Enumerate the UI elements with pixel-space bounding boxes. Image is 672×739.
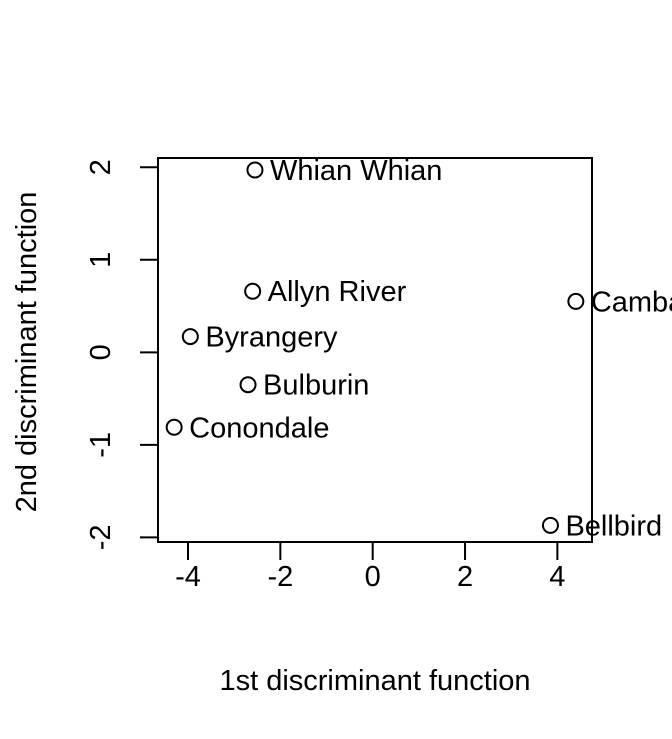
x-axis-label: 1st discriminant function	[219, 665, 530, 697]
point-group: Cambarville	[567, 286, 672, 318]
y-tick-label: -2	[85, 524, 117, 550]
point-group: Allyn River	[244, 276, 407, 308]
y-tick-label: 1	[85, 252, 117, 268]
point-group: Whian Whian	[246, 155, 442, 187]
point-label: Conondale	[189, 412, 329, 444]
x-tick-label: 4	[549, 561, 565, 593]
y-tick-label: 0	[85, 344, 117, 360]
y-tick-label: -1	[85, 432, 117, 458]
point-label: Bellbird	[565, 510, 662, 542]
point-label: Cambarville	[591, 286, 672, 318]
point-group: Bulburin	[239, 370, 369, 402]
point-label: Byrangery	[205, 322, 338, 354]
x-axis: -4 -2 0 2 4	[175, 541, 565, 593]
data-point	[244, 282, 262, 300]
data-point	[541, 516, 559, 534]
data-point	[239, 376, 257, 394]
y-axis: -2 -1 0 1 2	[85, 159, 159, 550]
x-tick-label: 0	[365, 561, 381, 593]
point-group: Byrangery	[181, 322, 338, 354]
data-point	[181, 328, 199, 346]
point-label: Bulburin	[263, 370, 369, 402]
point-label: Whian Whian	[270, 155, 442, 187]
data-points: Whian Whian Allyn River Byrangery Bulburin C…	[165, 155, 672, 542]
y-tick-label: 2	[85, 159, 117, 175]
point-group: Bellbird	[541, 510, 662, 542]
x-tick-label: -4	[175, 561, 201, 593]
data-point	[165, 418, 183, 436]
data-point	[246, 161, 264, 179]
point-label: Allyn River	[268, 276, 407, 308]
x-tick-label: 2	[457, 561, 473, 593]
x-tick-label: -2	[267, 561, 293, 593]
y-axis-label: 2nd discriminant function	[11, 192, 43, 513]
data-point	[567, 292, 585, 310]
point-group: Conondale	[165, 412, 329, 444]
